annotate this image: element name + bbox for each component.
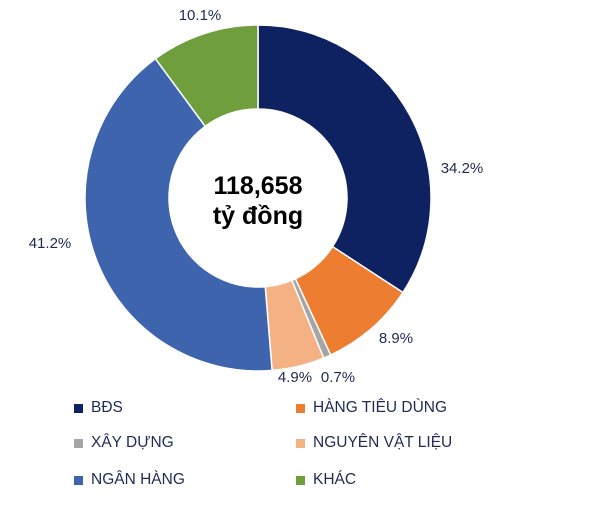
legend-swatch-hang-tieu-dung (296, 403, 305, 413)
legend-label-xay-dung: XÂY DỰNG (91, 434, 174, 451)
legend-item-hang-tieu-dung: HÀNG TIÊU DÙNG (296, 399, 447, 417)
legend-label-ngan-hang: NGÂN HÀNG (91, 471, 185, 488)
slice-bds (257, 24, 432, 294)
legend-swatch-xay-dung (74, 438, 83, 448)
slice-label-khac: 10.1% (179, 7, 222, 24)
legend-item-xay-dung: XÂY DỰNG (74, 434, 174, 452)
slice-khac (154, 24, 259, 128)
legend-item-bds: BĐS (74, 399, 123, 417)
donut-chart: 34.2% 8.9% 0.7% 4.9% 41.2% 10.1% 118,658 tỷ đ… (29, 7, 484, 386)
legend-swatch-ngan-hang (74, 475, 83, 485)
legend-swatch-bds (74, 403, 83, 413)
legend-label-hang-tieu-dung: HÀNG TIÊU DÙNG (313, 399, 448, 416)
slice-label-hang-tieu-dung: 8.9% (379, 330, 413, 347)
center-value: 118,658 (214, 172, 303, 200)
slice-labels: 34.2% 8.9% 0.7% 4.9% 41.2% 10.1% (29, 7, 484, 386)
slice-label-bds: 34.2% (441, 160, 484, 177)
legend-item-nguyen-vat-lieu: NGUYÊN VẬT LIỆU (296, 434, 452, 452)
slice-label-nguyen-vat-lieu: 4.9% (278, 369, 312, 386)
donut-slices (84, 24, 432, 372)
legend-item-khac: KHÁC (296, 471, 356, 489)
legend-label-khac: KHÁC (313, 471, 357, 488)
slice-ngan-hang (84, 57, 273, 372)
legend-swatch-nguyen-vat-lieu (296, 438, 305, 448)
slice-label-ngan-hang: 41.2% (29, 235, 72, 252)
legend-swatch-khac (296, 475, 305, 485)
slice-label-xay-dung: 0.7% (321, 369, 355, 386)
legend-label-bds: BĐS (91, 399, 123, 416)
legend-item-ngan-hang: NGÂN HÀNG (74, 471, 185, 489)
legend-label-nguyen-vat-lieu: NGUYÊN VẬT LIỆU (313, 434, 453, 451)
center-unit: tỷ đồng (213, 202, 303, 230)
